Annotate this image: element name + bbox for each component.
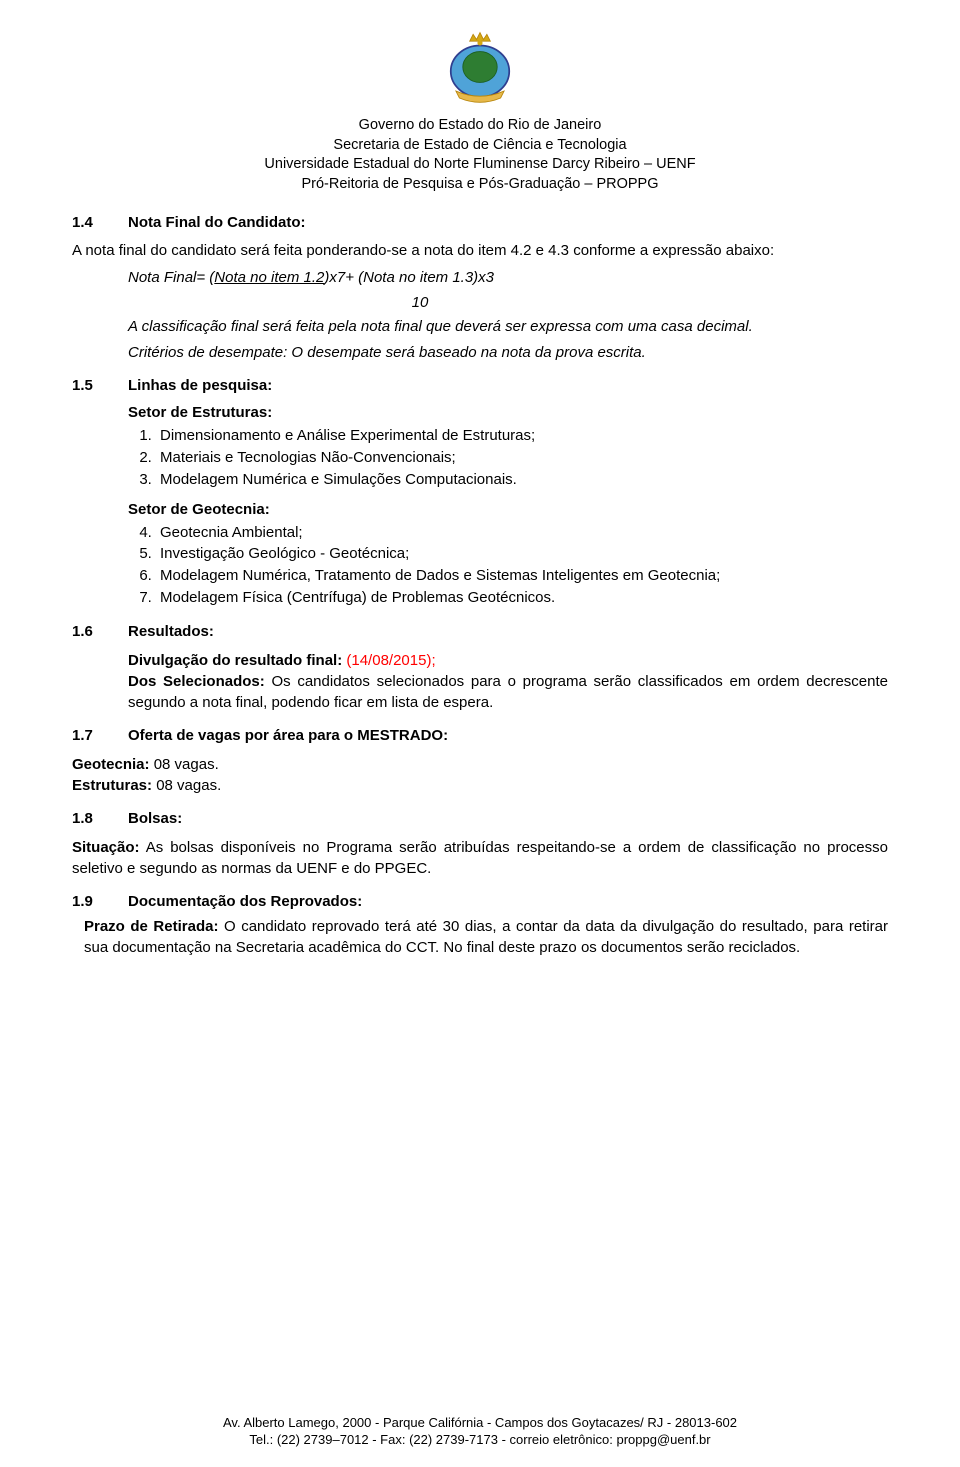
section-1-5-title: 1.5Linhas de pesquisa: — [72, 377, 888, 394]
section-number: 1.5 — [72, 377, 128, 394]
geotecnia-vagas-label: Geotecnia: — [72, 756, 150, 773]
state-seal — [72, 24, 888, 110]
divulgacao-date: (14/08/2015); — [346, 652, 435, 669]
list-item: Geotecnia Ambiental; — [156, 522, 888, 544]
header-line-4: Pró-Reitoria de Pesquisa e Pós-Graduação… — [72, 175, 888, 195]
formula-part-c: )x7+ (Nota no item 1.3)x3 — [324, 269, 494, 286]
section-heading: Documentação dos Reprovados: — [128, 893, 362, 910]
footer-line-1: Av. Alberto Lamego, 2000 - Parque Califó… — [0, 1414, 960, 1432]
section-1-4-title: 1.4Nota Final do Candidato: — [72, 214, 888, 231]
header-line-1: Governo do Estado do Rio de Janeiro — [72, 116, 888, 136]
list-item: Dimensionamento e Análise Experimental d… — [156, 425, 888, 447]
section-1-4-p2: A classificação final será feita pela no… — [128, 317, 888, 337]
list-item: Modelagem Numérica e Simulações Computac… — [156, 469, 888, 491]
section-1-4-intro: A nota final do candidato será feita pon… — [72, 241, 888, 261]
list-item: Materiais e Tecnologias Não-Convencionai… — [156, 447, 888, 469]
section-heading: Oferta de vagas por área para o MESTRADO… — [128, 727, 448, 744]
section-1-9-title: 1.9Documentação dos Reprovados: — [72, 893, 888, 910]
geotecnia-heading: Setor de Geotecnia: — [128, 501, 888, 518]
header-line-3: Universidade Estadual do Norte Fluminens… — [72, 155, 888, 175]
section-1-6-title: 1.6Resultados: — [72, 623, 888, 640]
section-heading: Resultados: — [128, 623, 214, 640]
section-1-8-body: Situação: As bolsas disponíveis no Progr… — [72, 837, 888, 879]
section-heading: Bolsas: — [128, 810, 182, 827]
situacao-text: As bolsas disponíveis no Programa serão … — [72, 839, 888, 877]
geotecnia-list: Geotecnia Ambiental; Investigação Geológ… — [128, 522, 888, 609]
section-1-4-p3: Critérios de desempate: O desempate será… — [128, 343, 888, 363]
section-number: 1.4 — [72, 214, 128, 231]
section-number: 1.6 — [72, 623, 128, 640]
section-1-6-body: Divulgação do resultado final: (14/08/20… — [128, 650, 888, 713]
list-item: Modelagem Numérica, Tratamento de Dados … — [156, 565, 888, 587]
formula-underline: Nota no item 1.2 — [214, 269, 324, 286]
section-1-7-body: Geotecnia: 08 vagas. Estruturas: 08 vaga… — [72, 754, 888, 796]
list-item: Investigação Geológico - Geotécnica; — [156, 543, 888, 565]
header-line-2: Secretaria de Estado de Ciência e Tecnol… — [72, 136, 888, 156]
section-heading: Linhas de pesquisa: — [128, 377, 272, 394]
estruturas-list: Dimensionamento e Análise Experimental d… — [128, 425, 888, 490]
list-item: Modelagem Física (Centrífuga) de Problem… — [156, 587, 888, 609]
section-number: 1.9 — [72, 893, 128, 910]
situacao-label: Situação: — [72, 839, 140, 856]
selecionados-label: Dos Selecionados: — [128, 673, 265, 690]
page-footer: Av. Alberto Lamego, 2000 - Parque Califó… — [0, 1414, 960, 1449]
section-heading: Nota Final do Candidato: — [128, 214, 306, 231]
section-number: 1.7 — [72, 727, 128, 744]
formula-denominator: 10 — [0, 294, 888, 311]
prazo-label: Prazo de Retirada: — [84, 918, 218, 935]
divulgacao-label: Divulgação do resultado final: — [128, 652, 346, 669]
formula-part-a: Nota Final= ( — [128, 269, 214, 286]
estruturas-vagas-value: 08 vagas. — [152, 777, 221, 794]
document-page: Governo do Estado do Rio de Janeiro Secr… — [0, 0, 960, 1467]
estruturas-vagas-label: Estruturas: — [72, 777, 152, 794]
estruturas-heading: Setor de Estruturas: — [128, 404, 888, 421]
section-1-9-body: Prazo de Retirada: O candidato reprovado… — [84, 916, 888, 958]
section-1-8-title: 1.8Bolsas: — [72, 810, 888, 827]
letterhead: Governo do Estado do Rio de Janeiro Secr… — [72, 116, 888, 194]
section-1-7-title: 1.7Oferta de vagas por área para o MESTR… — [72, 727, 888, 744]
formula-line-1: Nota Final= (Nota no item 1.2)x7+ (Nota … — [128, 268, 888, 288]
seal-icon — [437, 24, 523, 110]
geotecnia-vagas-value: 08 vagas. — [150, 756, 219, 773]
footer-line-2: Tel.: (22) 2739–7012 - Fax: (22) 2739-71… — [0, 1431, 960, 1449]
section-number: 1.8 — [72, 810, 128, 827]
